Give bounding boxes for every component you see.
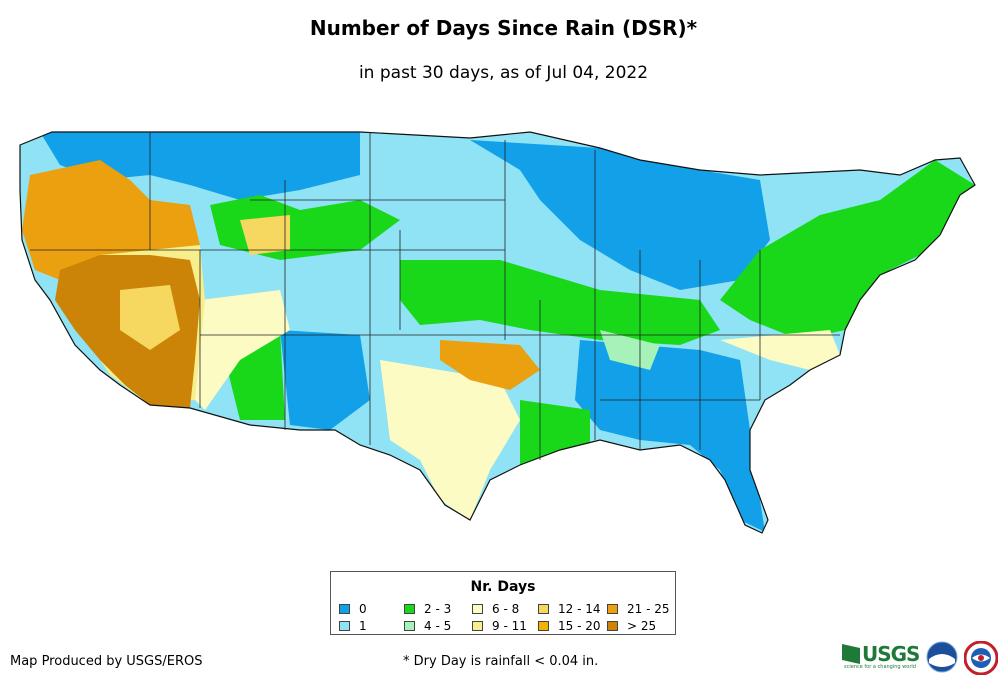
agency-logos: USGS science for a changing world: [842, 640, 1002, 676]
legend-label: 1: [359, 619, 367, 633]
legend-label: 9 - 11: [492, 619, 527, 633]
legend-label: > 25: [627, 619, 657, 633]
map-title: Number of Days Since Rain (DSR)*: [309, 16, 698, 40]
legend-item: > 25: [607, 619, 656, 633]
map-credit: Map Produced by USGS/EROS: [10, 654, 203, 669]
legend-item: 21 - 25: [607, 602, 670, 616]
dry-day-note: * Dry Day is rainfall < 0.04 in.: [403, 654, 599, 669]
legend-item: 4 - 5: [404, 619, 451, 633]
legend-item: 1: [339, 619, 367, 633]
usgs-logo-text: USGS: [862, 642, 920, 666]
legend-item: 0: [339, 602, 367, 616]
legend-item: 6 - 8: [472, 602, 519, 616]
legend-label: 12 - 14: [558, 602, 601, 616]
legend-swatch: [472, 621, 483, 631]
legend-swatch: [404, 621, 415, 631]
us-map-svg: [19, 131, 976, 534]
legend-label: 15 - 20: [558, 619, 601, 633]
legend-label: 0: [359, 602, 367, 616]
usgs-logo: USGS: [842, 642, 920, 666]
legend-item: 12 - 14: [538, 602, 601, 616]
legend-label: 4 - 5: [424, 619, 452, 633]
legend-swatch: [538, 604, 549, 614]
usgs-tagline: science for a changing world: [844, 664, 916, 670]
legend-swatch: [472, 604, 483, 614]
us-outline: [19, 131, 976, 534]
us-map: [0, 110, 1007, 560]
legend-label: 6 - 8: [492, 602, 520, 616]
legend-title: Nr. Days: [470, 579, 536, 595]
legend-item: 2 - 3: [404, 602, 451, 616]
legend-swatch: [607, 604, 618, 614]
legend-label: 21 - 25: [627, 602, 670, 616]
noaa-logo: [926, 641, 958, 673]
legend-item: 15 - 20: [538, 619, 601, 633]
legend-swatch: [404, 604, 415, 614]
legend-swatch: [339, 604, 350, 614]
nws-logo: [964, 641, 998, 675]
usgs-mark-icon: [842, 644, 860, 664]
map-subtitle: in past 30 days, as of Jul 04, 2022: [358, 63, 649, 83]
legend-swatch: [538, 621, 549, 631]
legend-swatch: [339, 621, 350, 631]
legend-label: 2 - 3: [424, 602, 452, 616]
state-borders: [30, 132, 840, 460]
legend-swatch: [607, 621, 618, 631]
legend-item: 9 - 11: [472, 619, 527, 633]
legend: Nr. Days 0 1 2 - 3 4 - 5 6 - 8 9 - 11 12…: [330, 571, 676, 635]
